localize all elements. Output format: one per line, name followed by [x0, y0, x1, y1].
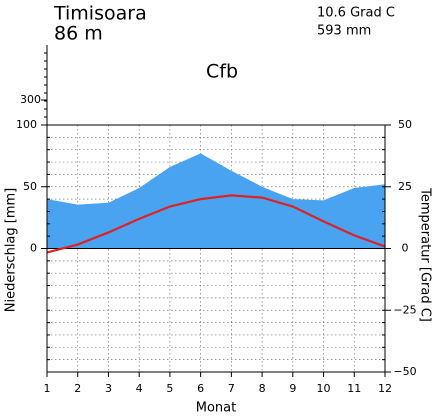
- annual-precipitation: 593 mm: [317, 24, 371, 39]
- y-tick-label: 50: [23, 180, 37, 193]
- y2-tick-label: 50: [398, 118, 412, 131]
- x-tick-label: 3: [105, 382, 112, 395]
- y2-tick-label: −50: [393, 365, 416, 378]
- elevation: 86 m: [54, 23, 103, 45]
- x-tick-label: 5: [166, 382, 173, 395]
- annual-temperature: 10.6 Grad C: [317, 6, 395, 21]
- y-upper-tick-label: 300: [20, 93, 41, 106]
- temperature-line: [46, 194, 386, 254]
- x-tick-label: 12: [378, 382, 392, 395]
- x-tick-label: 9: [289, 382, 296, 395]
- x-tick-label: 8: [259, 382, 266, 395]
- y-tick-label: 100: [16, 118, 37, 131]
- y-axis-label: Niederschlag [mm]: [4, 188, 19, 313]
- y2-tick-label: 25: [398, 180, 412, 193]
- precipitation-area: [47, 153, 385, 249]
- y2-tick-label: −25: [393, 303, 416, 316]
- x-tick-label: 11: [347, 382, 361, 395]
- station-name: Timisoara: [53, 3, 147, 25]
- y2-tick-label: 0: [402, 242, 409, 255]
- x-tick-label: 2: [74, 382, 81, 395]
- y-tick-label: 0: [30, 242, 37, 255]
- x-axis-label: Monat: [196, 401, 236, 416]
- x-tick-label: 10: [317, 382, 331, 395]
- x-tick-label: 6: [197, 382, 204, 395]
- x-tick-label: 7: [228, 382, 235, 395]
- climate-class: Cfb: [206, 61, 238, 83]
- x-tick-label: 1: [44, 382, 51, 395]
- x-tick-label: 4: [136, 382, 143, 395]
- y2-axis-label: Temperatur [Grad C]: [418, 187, 433, 322]
